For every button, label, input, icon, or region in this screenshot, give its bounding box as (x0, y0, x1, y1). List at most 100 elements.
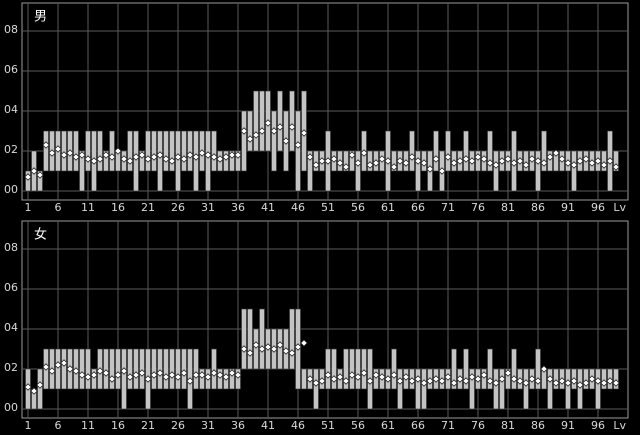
range-bar (211, 130, 217, 172)
average-marker (210, 153, 218, 161)
average-marker (246, 135, 254, 143)
average-marker (216, 371, 224, 379)
range-bar (571, 150, 577, 192)
average-marker (372, 371, 380, 379)
average-marker (168, 371, 176, 379)
average-marker (378, 373, 386, 381)
average-marker (84, 155, 92, 163)
range-bar (397, 368, 403, 410)
average-marker (258, 345, 266, 353)
average-marker (180, 369, 188, 377)
average-marker (504, 369, 512, 377)
range-bar (493, 150, 499, 192)
range-bar (415, 150, 421, 192)
x-axis-label: Lv (613, 419, 626, 432)
x-tick-label: 61 (381, 201, 395, 214)
range-bar (163, 348, 169, 390)
range-bar (25, 170, 31, 192)
range-bar (463, 130, 469, 172)
average-marker (528, 375, 536, 383)
range-bar (169, 348, 175, 390)
average-marker (162, 373, 170, 381)
range-bar (151, 348, 157, 390)
average-marker (168, 157, 176, 165)
average-marker (264, 119, 272, 127)
average-marker (156, 151, 164, 159)
average-marker (486, 159, 494, 167)
range-bar (535, 150, 541, 192)
average-marker (270, 345, 278, 353)
average-marker (210, 369, 218, 377)
average-marker (426, 165, 434, 173)
average-marker (270, 127, 278, 135)
range-bar (547, 368, 553, 410)
range-bar (175, 348, 181, 390)
average-marker (132, 153, 140, 161)
range-bar (541, 130, 547, 172)
average-marker (408, 377, 416, 385)
x-tick-label: 11 (81, 419, 95, 432)
average-marker (450, 379, 458, 387)
range-bar (79, 150, 85, 192)
average-marker (108, 375, 116, 383)
average-marker (48, 367, 56, 375)
x-tick-label: 21 (141, 201, 155, 214)
average-marker (108, 153, 116, 161)
y-tick-label: 00 (4, 401, 18, 414)
average-marker (84, 373, 92, 381)
average-marker (198, 371, 206, 379)
range-bar (181, 348, 187, 390)
x-tick-label: 16 (111, 419, 125, 432)
range-bar (85, 348, 91, 390)
average-marker (546, 153, 554, 161)
average-marker (600, 379, 608, 387)
range-bar (595, 368, 601, 410)
range-bar (157, 348, 163, 390)
average-marker (174, 373, 182, 381)
average-marker (246, 349, 254, 357)
x-tick-label: 56 (351, 419, 365, 432)
average-marker (606, 377, 614, 385)
range-bar (295, 110, 301, 192)
average-marker (288, 349, 296, 357)
average-marker (438, 167, 446, 175)
average-marker (390, 163, 398, 171)
average-marker (312, 161, 320, 169)
average-marker (240, 127, 248, 135)
y-tick-label: 08 (4, 23, 18, 36)
x-tick-label: 71 (441, 201, 455, 214)
range-bar (331, 348, 337, 390)
range-bar (217, 368, 223, 390)
range-bar (133, 130, 139, 192)
average-marker (288, 123, 296, 131)
x-axis-label: Lv (613, 201, 626, 214)
average-marker (522, 161, 530, 169)
average-marker (426, 377, 434, 385)
range-bar (259, 308, 265, 370)
average-marker (384, 375, 392, 383)
range-bar (343, 348, 349, 390)
range-bar (277, 90, 283, 152)
range-bar (85, 130, 91, 172)
average-marker (594, 377, 602, 385)
y-tick-label: 06 (4, 63, 18, 76)
range-bar (193, 130, 199, 192)
average-marker (534, 157, 542, 165)
average-marker (414, 157, 422, 165)
range-bar (91, 368, 97, 390)
average-marker (324, 371, 332, 379)
x-tick-label: 41 (261, 419, 275, 432)
average-marker (582, 155, 590, 163)
average-marker (492, 379, 500, 387)
average-marker (54, 145, 62, 153)
average-marker (378, 155, 386, 163)
range-bar (355, 348, 361, 390)
average-marker (516, 377, 524, 385)
average-marker (216, 155, 224, 163)
average-marker (300, 129, 308, 137)
average-marker (66, 149, 74, 157)
average-marker (186, 377, 194, 385)
range-bar (289, 90, 295, 152)
average-marker (330, 375, 338, 383)
average-marker (576, 157, 584, 165)
